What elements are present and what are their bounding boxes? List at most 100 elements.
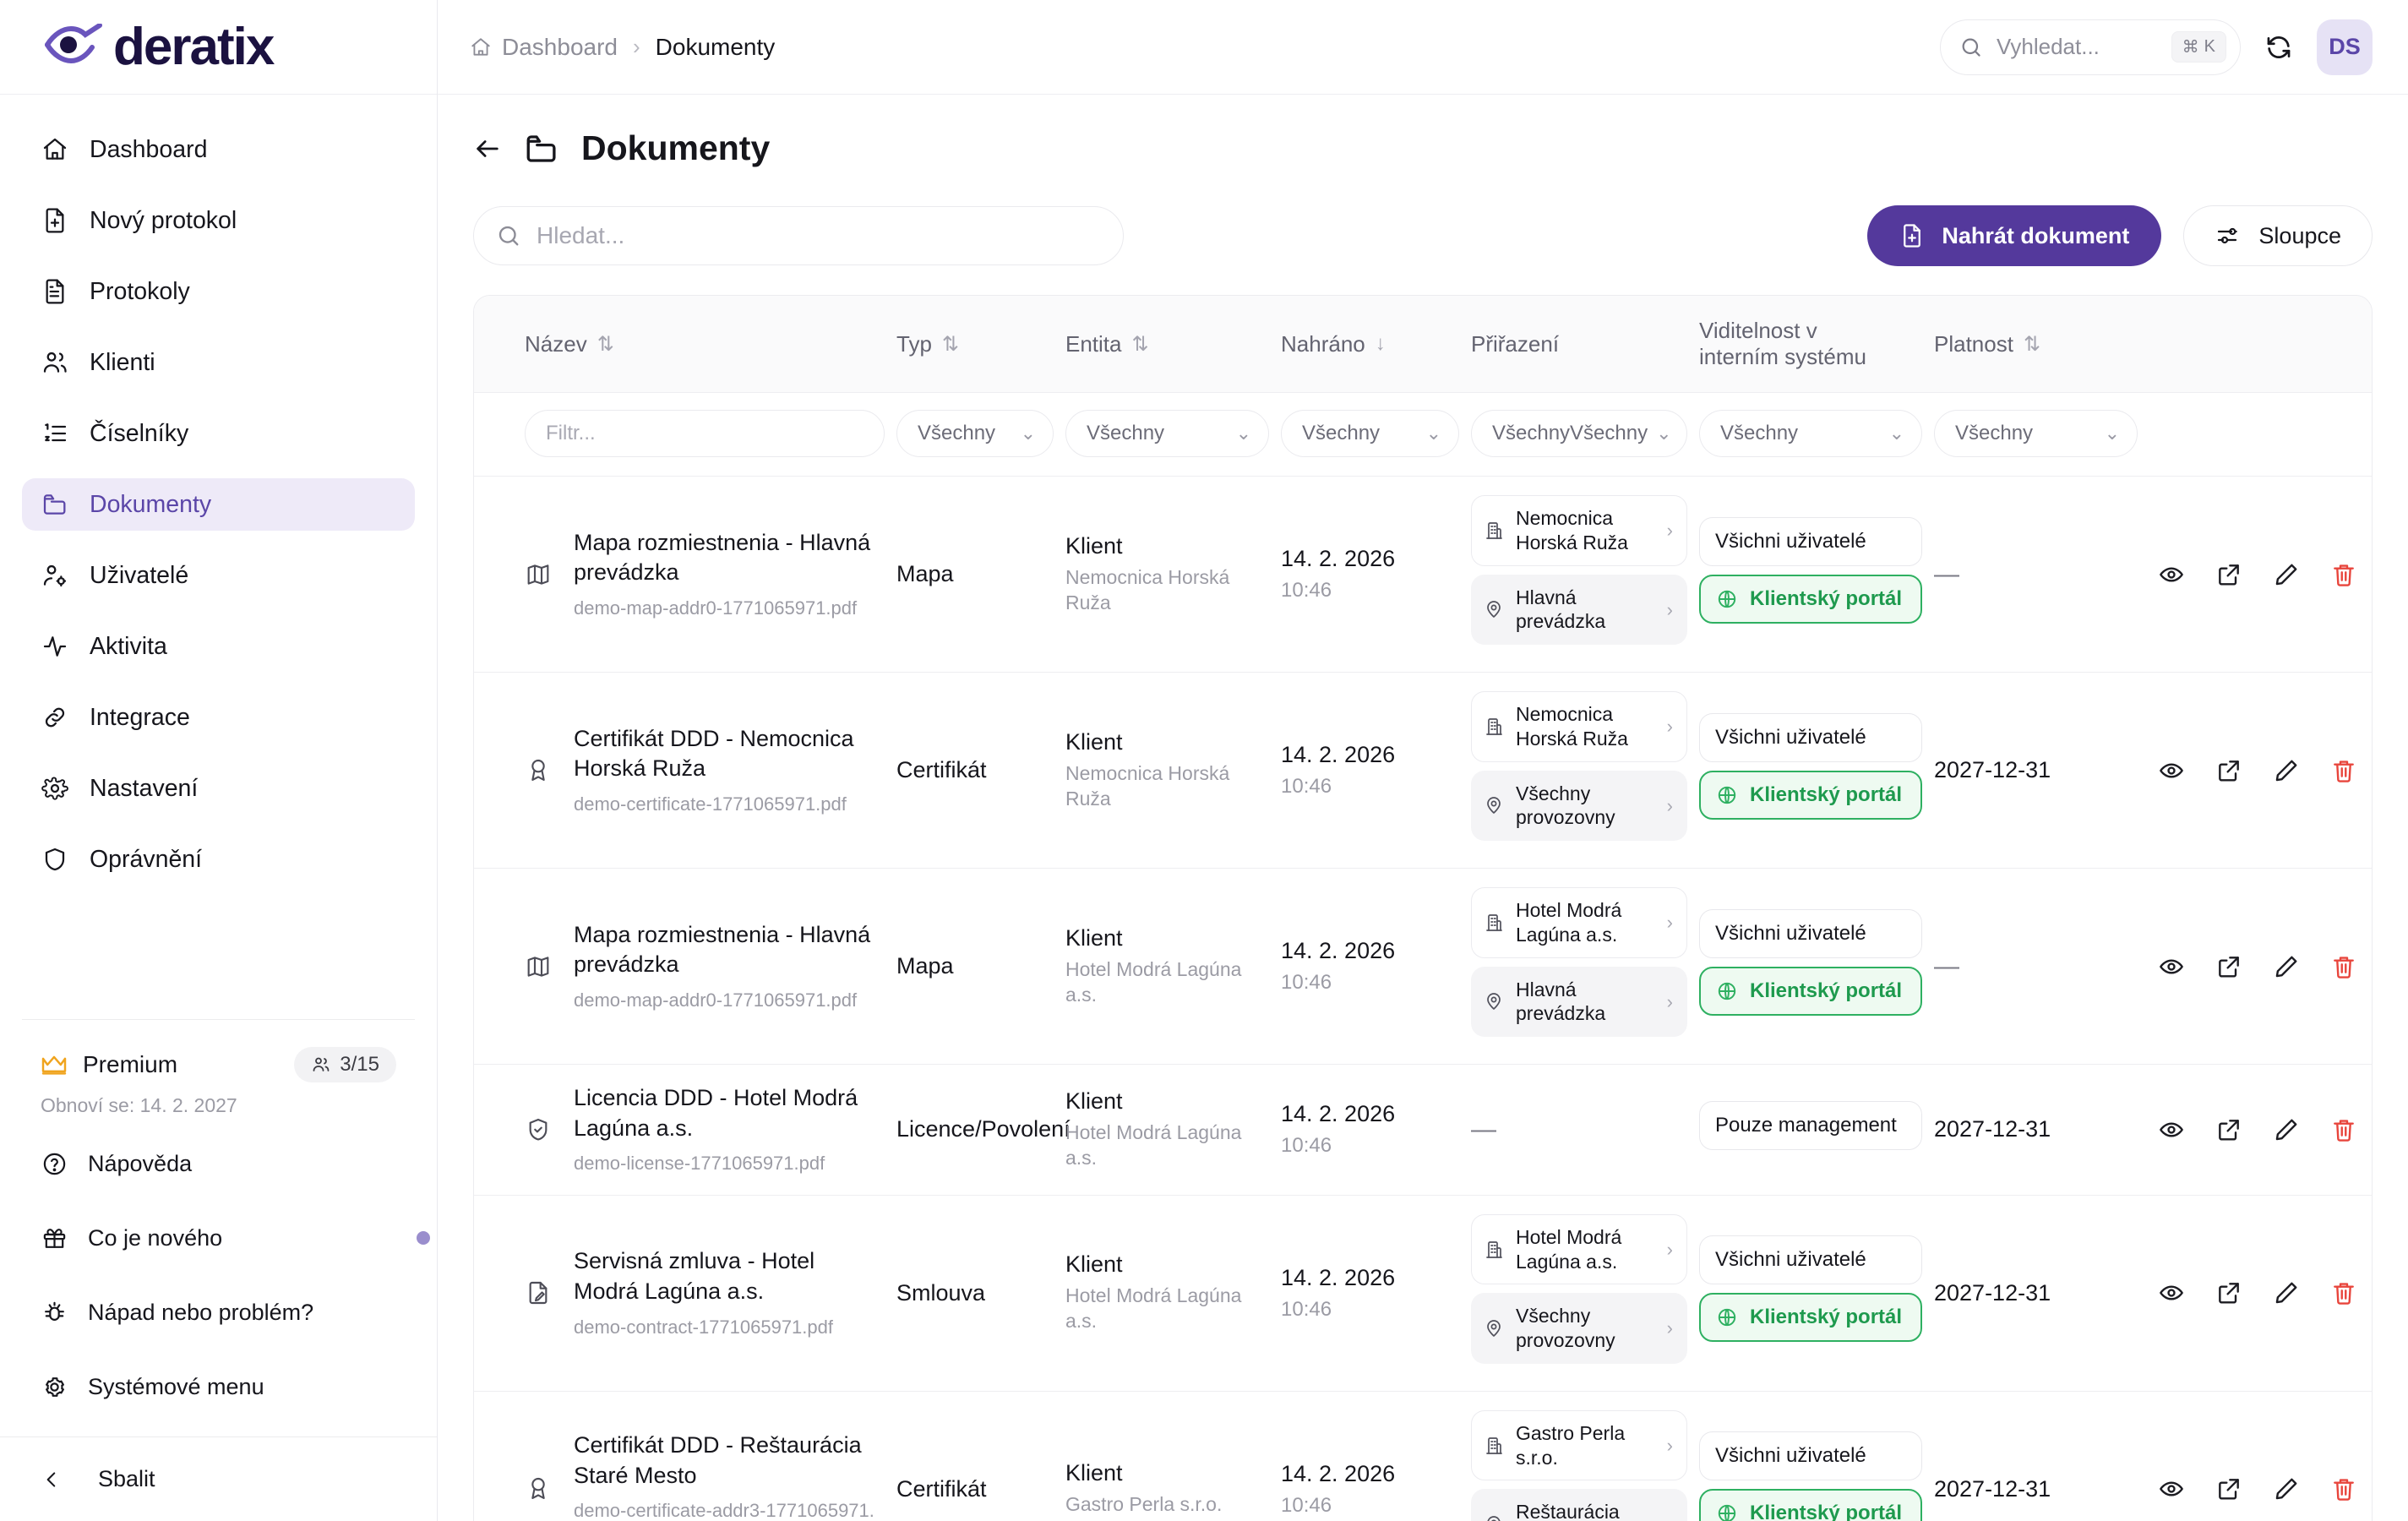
external-link-icon[interactable] — [2215, 561, 2242, 588]
cell-platnost: 2027-12-31 — [1934, 1064, 2149, 1196]
column-header-nahrano[interactable]: Nahráno ↓ — [1281, 296, 1471, 393]
column-header-nazev[interactable]: Název ⇅ — [474, 296, 896, 393]
pencil-icon[interactable] — [2273, 953, 2300, 980]
column-header-typ[interactable]: Typ ⇅ — [896, 296, 1065, 393]
users-icon — [41, 348, 69, 377]
sidebar-item-klienti[interactable]: Klienti — [22, 336, 415, 389]
column-header-platnost[interactable]: Platnost ⇅ — [1934, 296, 2149, 393]
sidebar-item-dokumenty[interactable]: Dokumenty — [22, 478, 415, 531]
assignment-chip[interactable]: Reštaurácia Staré Mesto › — [1471, 1489, 1687, 1521]
chevron-right-icon: › — [1666, 912, 1673, 933]
page-title: Dokumenty — [581, 128, 771, 167]
premium-card[interactable]: Premium 3/15 Obnoví se: 14. 2. 2027 — [22, 1020, 415, 1139]
filter-name-input[interactable]: Filtr... — [525, 410, 885, 457]
table-row[interactable]: Certifikát DDD - Nemocnica Horská Ruža d… — [474, 672, 2372, 869]
sidebar-item-opravneni[interactable]: Oprávnění — [22, 833, 415, 886]
external-link-icon[interactable] — [2215, 1475, 2242, 1502]
refresh-icon[interactable] — [2264, 33, 2293, 62]
pencil-icon[interactable] — [2273, 1279, 2300, 1306]
column-header-entita[interactable]: Entita ⇅ — [1065, 296, 1281, 393]
trash-icon[interactable] — [2330, 561, 2357, 588]
table-row[interactable]: Certifikát DDD - Reštaurácia Staré Mesto… — [474, 1391, 2372, 1521]
filter-prirazeni-select[interactable]: VšechnyVšechny ⌄ — [1471, 410, 1687, 457]
sidebar-item-protokoly[interactable]: Protokoly — [22, 265, 415, 318]
trash-icon[interactable] — [2330, 1116, 2357, 1143]
column-header-viditelnost[interactable]: Viditelnost v interním systému — [1699, 296, 1934, 393]
table-row[interactable]: Mapa rozmiestnenia - Hlavná prevádzka de… — [474, 868, 2372, 1065]
sidebar-item-ciselniky[interactable]: Číselníky — [22, 407, 415, 460]
filter-entita-select[interactable]: Všechny ⌄ — [1065, 410, 1269, 457]
search-input[interactable]: Hledat... — [473, 206, 1124, 265]
sidebar-item-dashboard[interactable]: Dashboard — [22, 123, 415, 176]
columns-button[interactable]: Sloupce — [2183, 205, 2373, 266]
sidebar-item-label: Číselníky — [90, 419, 189, 447]
assignment-chip[interactable]: Hotel Modrá Lagúna a.s. › — [1471, 1213, 1687, 1285]
external-link-icon[interactable] — [2215, 953, 2242, 980]
back-button[interactable] — [473, 134, 502, 163]
pencil-icon[interactable] — [2273, 561, 2300, 588]
sidebar-item-nastaveni[interactable]: Nastavení — [22, 762, 415, 815]
k-key-glyph: K — [2204, 37, 2215, 56]
pencil-icon[interactable] — [2273, 1116, 2300, 1143]
sliders-icon — [2215, 223, 2240, 248]
sidebar-item-aktivita[interactable]: Aktivita — [22, 620, 415, 673]
preview-icon[interactable] — [2158, 1279, 2185, 1306]
trash-icon[interactable] — [2330, 1475, 2357, 1502]
trash-icon[interactable] — [2330, 953, 2357, 980]
column-label: Nahráno — [1281, 330, 1365, 357]
filter-typ-select[interactable]: Všechny ⌄ — [896, 410, 1054, 457]
preview-icon[interactable] — [2158, 1116, 2185, 1143]
table-row[interactable]: Licencia DDD - Hotel Modrá Lagúna a.s. d… — [474, 1064, 2372, 1196]
sidebar-item-napad-nebo-problem[interactable]: Nápad nebo problém? — [22, 1288, 415, 1337]
filter-platnost-select[interactable]: Všechny ⌄ — [1934, 410, 2138, 457]
table-row[interactable]: Mapa rozmiestnenia - Hlavná prevádzka de… — [474, 476, 2372, 673]
visibility-badge: Všichni uživatelé — [1699, 908, 1922, 958]
filter-nahrano-select[interactable]: Všechny ⌄ — [1281, 410, 1459, 457]
sidebar-collapse-button[interactable]: Sbalit — [0, 1436, 437, 1521]
assignment-chip[interactable]: Všechny provozovny › — [1471, 770, 1687, 841]
assignment-chip[interactable]: Nemocnica Horská Ruža › — [1471, 495, 1687, 566]
sidebar-item-napoveda[interactable]: Nápověda — [22, 1139, 415, 1188]
preview-icon[interactable] — [2158, 757, 2185, 784]
preview-icon[interactable] — [2158, 953, 2185, 980]
external-link-icon[interactable] — [2215, 1279, 2242, 1306]
assignment-chip[interactable]: Gastro Perla s.r.o. › — [1471, 1409, 1687, 1481]
upload-document-button[interactable]: Nahrát dokument — [1867, 205, 2162, 266]
external-link-icon[interactable] — [2215, 757, 2242, 784]
assignment-chip[interactable]: Všechny provozovny › — [1471, 1293, 1687, 1364]
external-link-icon[interactable] — [2215, 1116, 2242, 1143]
pencil-icon[interactable] — [2273, 1475, 2300, 1502]
avatar[interactable]: DS — [2317, 19, 2373, 75]
assignment-chip[interactable]: Nemocnica Horská Ruža › — [1471, 691, 1687, 762]
column-header-prirazeni[interactable]: Přiřazení — [1471, 296, 1699, 393]
pin-icon — [1484, 991, 1504, 1011]
breadcrumb-dashboard[interactable]: Dashboard — [470, 34, 618, 61]
sidebar-item-label: Klienti — [90, 348, 155, 376]
trash-icon[interactable] — [2330, 1279, 2357, 1306]
sidebar-item-novy-protokol[interactable]: Nový protokol — [22, 194, 415, 247]
assignment-chip[interactable]: Hlavná prevádzka › — [1471, 574, 1687, 645]
global-search-input[interactable]: Vyhledat... ⌘ K — [1940, 19, 2241, 75]
brand-logo[interactable]: deratix — [0, 0, 437, 95]
sidebar-item-uzivatele[interactable]: Uživatelé — [22, 549, 415, 602]
globe-icon — [1716, 588, 1738, 610]
document-filename: demo-map-addr0-1771065971.pdf — [574, 989, 858, 1011]
sidebar-item-label: Co je nového — [88, 1224, 223, 1251]
document-filename: demo-map-addr0-1771065971.pdf — [574, 597, 858, 619]
pencil-icon[interactable] — [2273, 757, 2300, 784]
assignment-chip[interactable]: Hlavná prevádzka › — [1471, 966, 1687, 1037]
sidebar-item-systemove-menu[interactable]: Systémové menu — [22, 1362, 415, 1411]
building-icon — [1484, 521, 1504, 541]
trash-icon[interactable] — [2330, 757, 2357, 784]
sidebar-item-co-je-noveho[interactable]: Co je nového — [22, 1213, 430, 1262]
preview-icon[interactable] — [2158, 1475, 2185, 1502]
row-actions — [2149, 1116, 2360, 1143]
sidebar-item-integrace[interactable]: Integrace — [22, 691, 415, 744]
filter-viditelnost-select[interactable]: Všechny ⌄ — [1699, 410, 1922, 457]
cell-platnost: — — [1934, 868, 2149, 1065]
assignment-chip[interactable]: Hotel Modrá Lagúna a.s. › — [1471, 887, 1687, 958]
table-row[interactable]: Servisná zmluva - Hotel Modrá Lagúna a.s… — [474, 1195, 2372, 1392]
preview-icon[interactable] — [2158, 561, 2185, 588]
pin-icon — [1484, 599, 1504, 619]
column-label: Viditelnost v interním systému — [1699, 318, 1866, 369]
